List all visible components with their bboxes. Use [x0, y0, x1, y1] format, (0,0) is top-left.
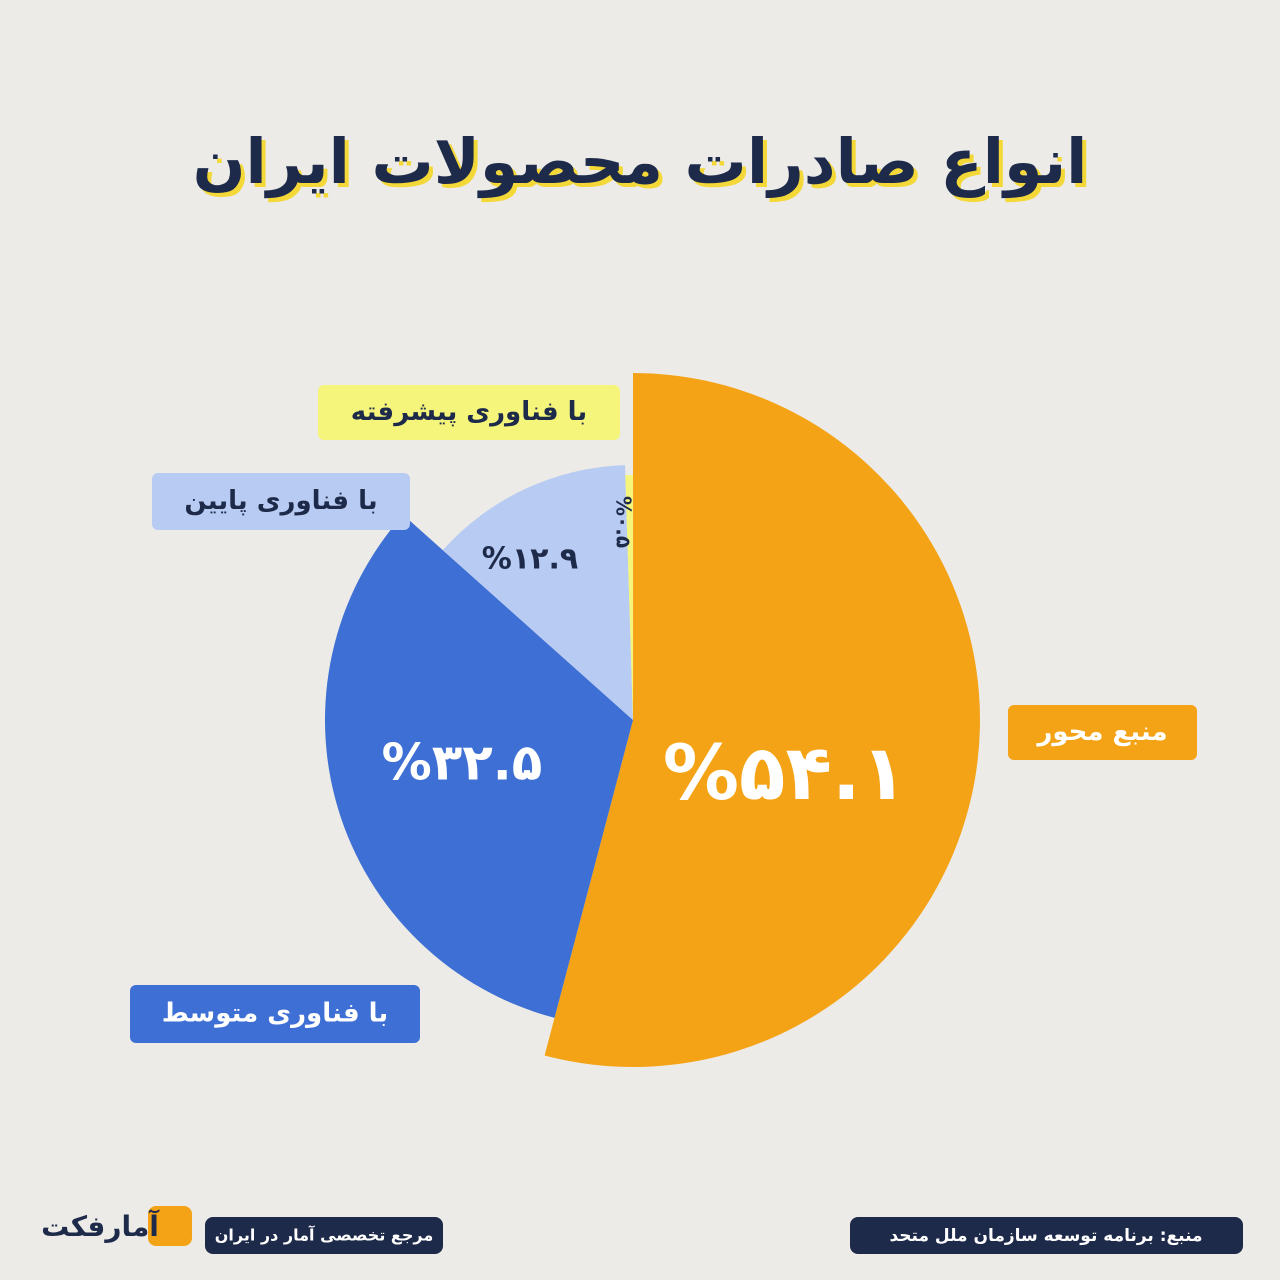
value-label: %۵۴.۱: [663, 728, 907, 817]
source-box: [850, 1217, 1243, 1254]
legend-box: [152, 473, 410, 530]
chart-title: انواع صادرات محصولات ایران: [193, 125, 1088, 198]
wedge: [544, 373, 980, 1067]
source: منبع: برنامه توسعه سازمان ملل متحد: [889, 1226, 1202, 1246]
logo-icon: [148, 1206, 192, 1246]
legend-box: [130, 985, 420, 1043]
labels: %۵۴.۱ منبع محور %۳۲.۵ با فناوری متوسط %۱۲.۹ ب…: [130, 385, 1197, 1043]
wedge: [625, 475, 633, 720]
legend-label: با فناوری پیشرفته: [351, 397, 587, 427]
title-shadow: انواع صادرات محصولات ایران: [197, 129, 1092, 202]
tagline: مرجع تخصصی آمار در ایران: [215, 1225, 433, 1245]
value-label: %۰.۵: [612, 496, 636, 548]
legend-label: منبع محور: [1035, 717, 1167, 747]
legend-label: با فناوری متوسط: [162, 999, 388, 1029]
pie: [325, 373, 980, 1067]
tagline-box: [205, 1217, 443, 1254]
wedge: [325, 514, 633, 1018]
value-label: %۳۲.۵: [382, 734, 543, 792]
legend-box: [1008, 705, 1197, 760]
wedge: [442, 465, 633, 720]
legend-label: با فناوری پایین: [184, 486, 377, 516]
legend-box: [318, 385, 620, 440]
logo: آمارفکت: [41, 1209, 160, 1243]
value-label: %۱۲.۹: [482, 542, 578, 577]
